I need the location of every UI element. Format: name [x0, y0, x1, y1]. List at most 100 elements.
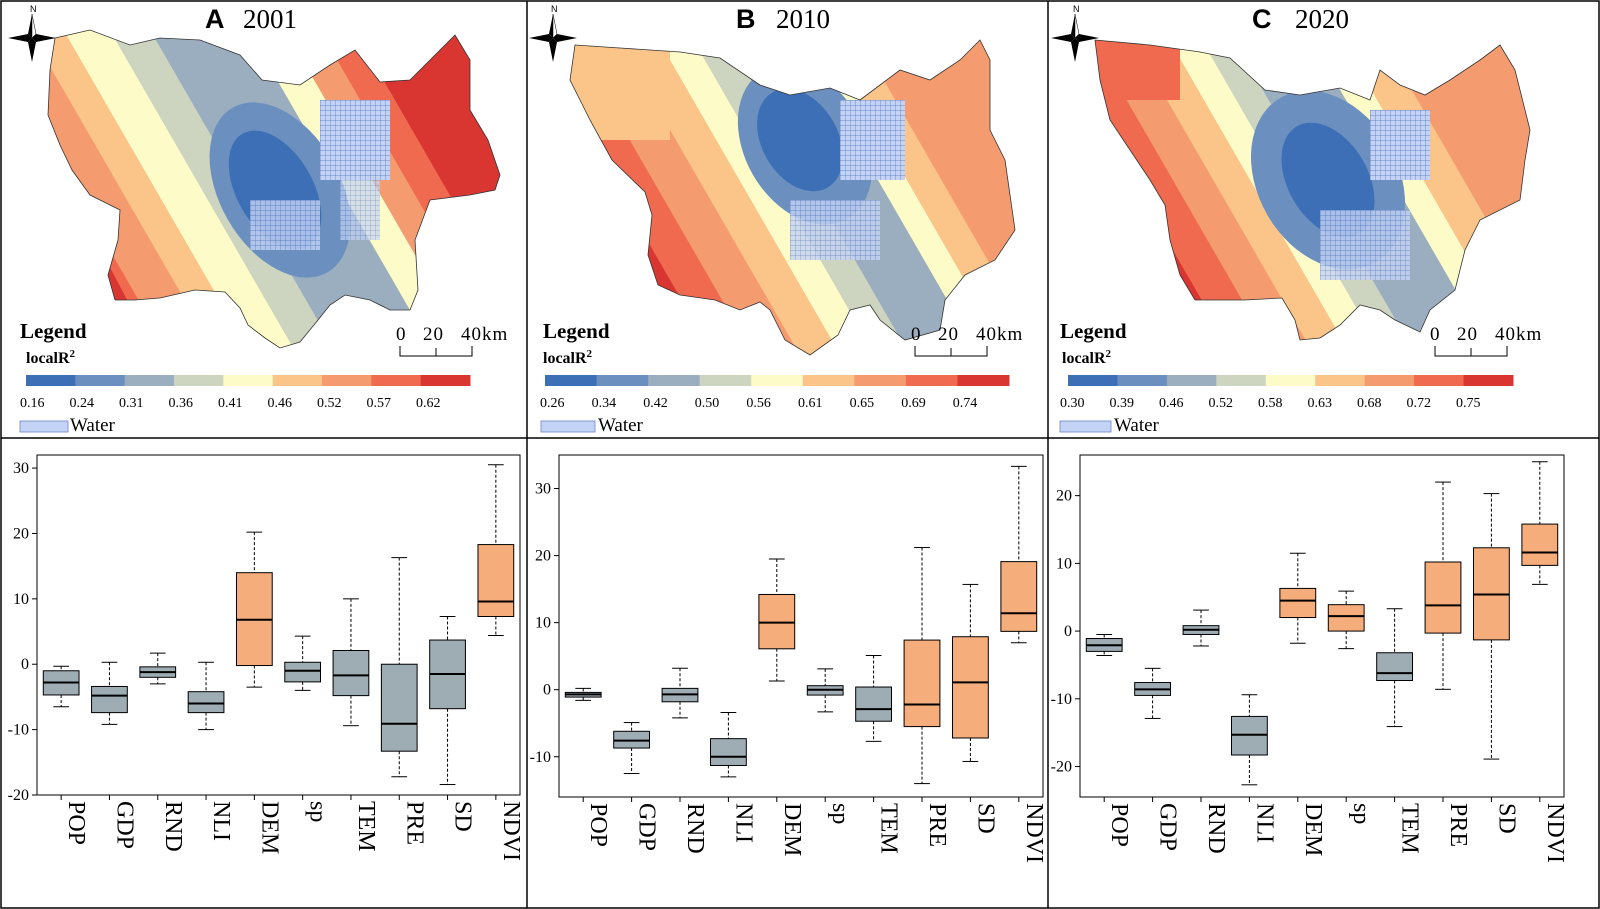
x-tick-label: GDP — [634, 803, 660, 851]
x-tick-label: NLI — [208, 801, 234, 841]
legend-tick-label: 0.65 — [850, 396, 875, 411]
ramp-swatch — [223, 375, 274, 386]
panel-letter-a: A — [205, 4, 225, 34]
box-iqr — [758, 593, 796, 650]
water-swatch — [19, 420, 69, 433]
y-tick-label: 20 — [13, 525, 29, 542]
ramp-swatch — [75, 375, 126, 386]
ramp-swatch — [854, 375, 907, 386]
legend-subtitle: localR2 — [1062, 348, 1112, 367]
x-tick-label: POP — [1106, 803, 1132, 847]
y-tick-label: -10 — [530, 749, 551, 766]
boxplot-2001: -20 -10 0 10 20 30 POP GDP RND NLI DEM sp TEM PRE SD ND… — [8, 454, 524, 861]
scale-label-0: 0 — [911, 324, 922, 345]
panel-year-a: 2001 — [243, 4, 297, 34]
scale-label-0: 0 — [1430, 324, 1441, 345]
legend-tick-label: 0.52 — [317, 396, 342, 411]
legend-tick-label: 0.74 — [953, 396, 978, 411]
x-tick-label: POP — [63, 801, 89, 845]
water-swatch — [1059, 420, 1112, 433]
ramp-swatch — [1315, 375, 1366, 386]
ramp-swatch — [545, 375, 598, 386]
boxplot-2020: -20 -10 0 10 20 POP GDP RND NLI DEM sp TEM PRE SD NDVI — [1051, 454, 1568, 863]
ramp-swatch — [1364, 375, 1415, 386]
x-tick-label: sp — [827, 803, 853, 824]
panel-year-c: 2020 — [1295, 4, 1349, 34]
legend-tick-label: 0.68 — [1357, 396, 1382, 411]
legend-tick-label: 0.58 — [1258, 396, 1283, 411]
legend-tick-label: 0.50 — [695, 396, 720, 411]
y-tick-label: -10 — [1051, 691, 1072, 708]
scale-label-40km: 40km — [1495, 324, 1542, 345]
y-tick-label: 10 — [13, 591, 29, 608]
ramp-swatch — [1117, 375, 1168, 386]
legend-a: Legend localR2 0.16 0.24 0.31 0.36 0.41 0.46 0… — [19, 319, 471, 436]
ramp-swatch — [802, 375, 855, 386]
scale-bar: 0 20 40km — [1430, 324, 1542, 357]
color-ramp — [1068, 375, 1514, 386]
legend-tick-label: 0.31 — [119, 396, 144, 411]
scale-bar: 0 20 40km — [911, 324, 1023, 357]
x-tick-label: SD — [1493, 803, 1519, 834]
y-tick-label: 0 — [21, 656, 29, 673]
legend-tick-label: 0.26 — [540, 396, 565, 411]
north-arrow: N — [1051, 4, 1099, 62]
legend-subtitle: localR2 — [543, 348, 593, 367]
box-iqr — [903, 639, 941, 728]
ramp-swatch — [1463, 375, 1514, 386]
panel-letter-c: C — [1252, 4, 1272, 34]
x-tick-label: NLI — [730, 803, 756, 843]
y-tick-label: -20 — [1051, 759, 1072, 776]
y-tick-label: 0 — [543, 682, 551, 699]
legend-c: Legend localR2 0.30 0.39 0.46 0.52 0.58 0.63 0… — [1059, 319, 1514, 436]
ramp-swatch — [26, 375, 76, 386]
y-tick-label: 10 — [1056, 555, 1072, 572]
scale-label-20: 20 — [423, 324, 444, 345]
x-tick-label: DEM — [1300, 803, 1326, 856]
legend-tick-label: 0.75 — [1456, 396, 1481, 411]
legend-tick-label: 0.46 — [1159, 396, 1184, 411]
y-tick-label: 0 — [1064, 623, 1072, 640]
x-tick-label: NDVI — [1542, 803, 1568, 863]
ramp-swatch — [648, 375, 701, 386]
legend-tick-label: 0.46 — [268, 396, 293, 411]
legend-tick-label: 0.56 — [746, 396, 771, 411]
legend-tick-label: 0.34 — [592, 396, 617, 411]
ramp-swatch — [751, 375, 804, 386]
north-arrow: N — [8, 4, 56, 62]
x-tick-label: TEM — [353, 801, 379, 852]
legend-tick-label: 0.24 — [70, 396, 95, 411]
x-tick-label: POP — [585, 803, 611, 847]
legend-tick-label: 0.41 — [218, 396, 243, 411]
box-iqr — [1000, 561, 1038, 632]
water-swatch — [540, 420, 596, 433]
legend-tick-label: 0.42 — [643, 396, 668, 411]
box-iqr — [1521, 523, 1559, 566]
x-tick-label: RND — [1203, 803, 1229, 854]
legend-title: Legend — [20, 319, 87, 343]
x-tick-label: PRE — [401, 801, 427, 845]
box-iqr — [1279, 587, 1317, 619]
boxplot-2010: -10 0 10 20 30 POP GDP RND NLI DEM sp TEM PRE SD NDVI — [530, 454, 1047, 863]
ramp-swatch — [371, 375, 422, 386]
scale-label-40km: 40km — [976, 324, 1023, 345]
ramp-swatch — [1265, 375, 1316, 386]
panel-year-b: 2010 — [776, 4, 830, 34]
water-label: Water — [1114, 415, 1160, 436]
north-label: N — [1073, 4, 1080, 14]
ramp-swatch — [1216, 375, 1267, 386]
x-tick-label: TEM — [1397, 803, 1423, 854]
box-iqr — [91, 685, 128, 714]
legend-tick-label: 0.72 — [1407, 396, 1432, 411]
legend-tick-label: 0.30 — [1060, 396, 1085, 411]
north-label: N — [30, 4, 37, 14]
legend-tick-label: 0.62 — [416, 396, 441, 411]
box-iqr — [709, 738, 747, 766]
y-tick-label: -20 — [8, 787, 29, 804]
x-tick-label: sp — [1348, 803, 1374, 824]
ramp-swatch — [905, 375, 958, 386]
water-label: Water — [598, 415, 644, 436]
x-tick-label: GDP — [1155, 803, 1181, 851]
